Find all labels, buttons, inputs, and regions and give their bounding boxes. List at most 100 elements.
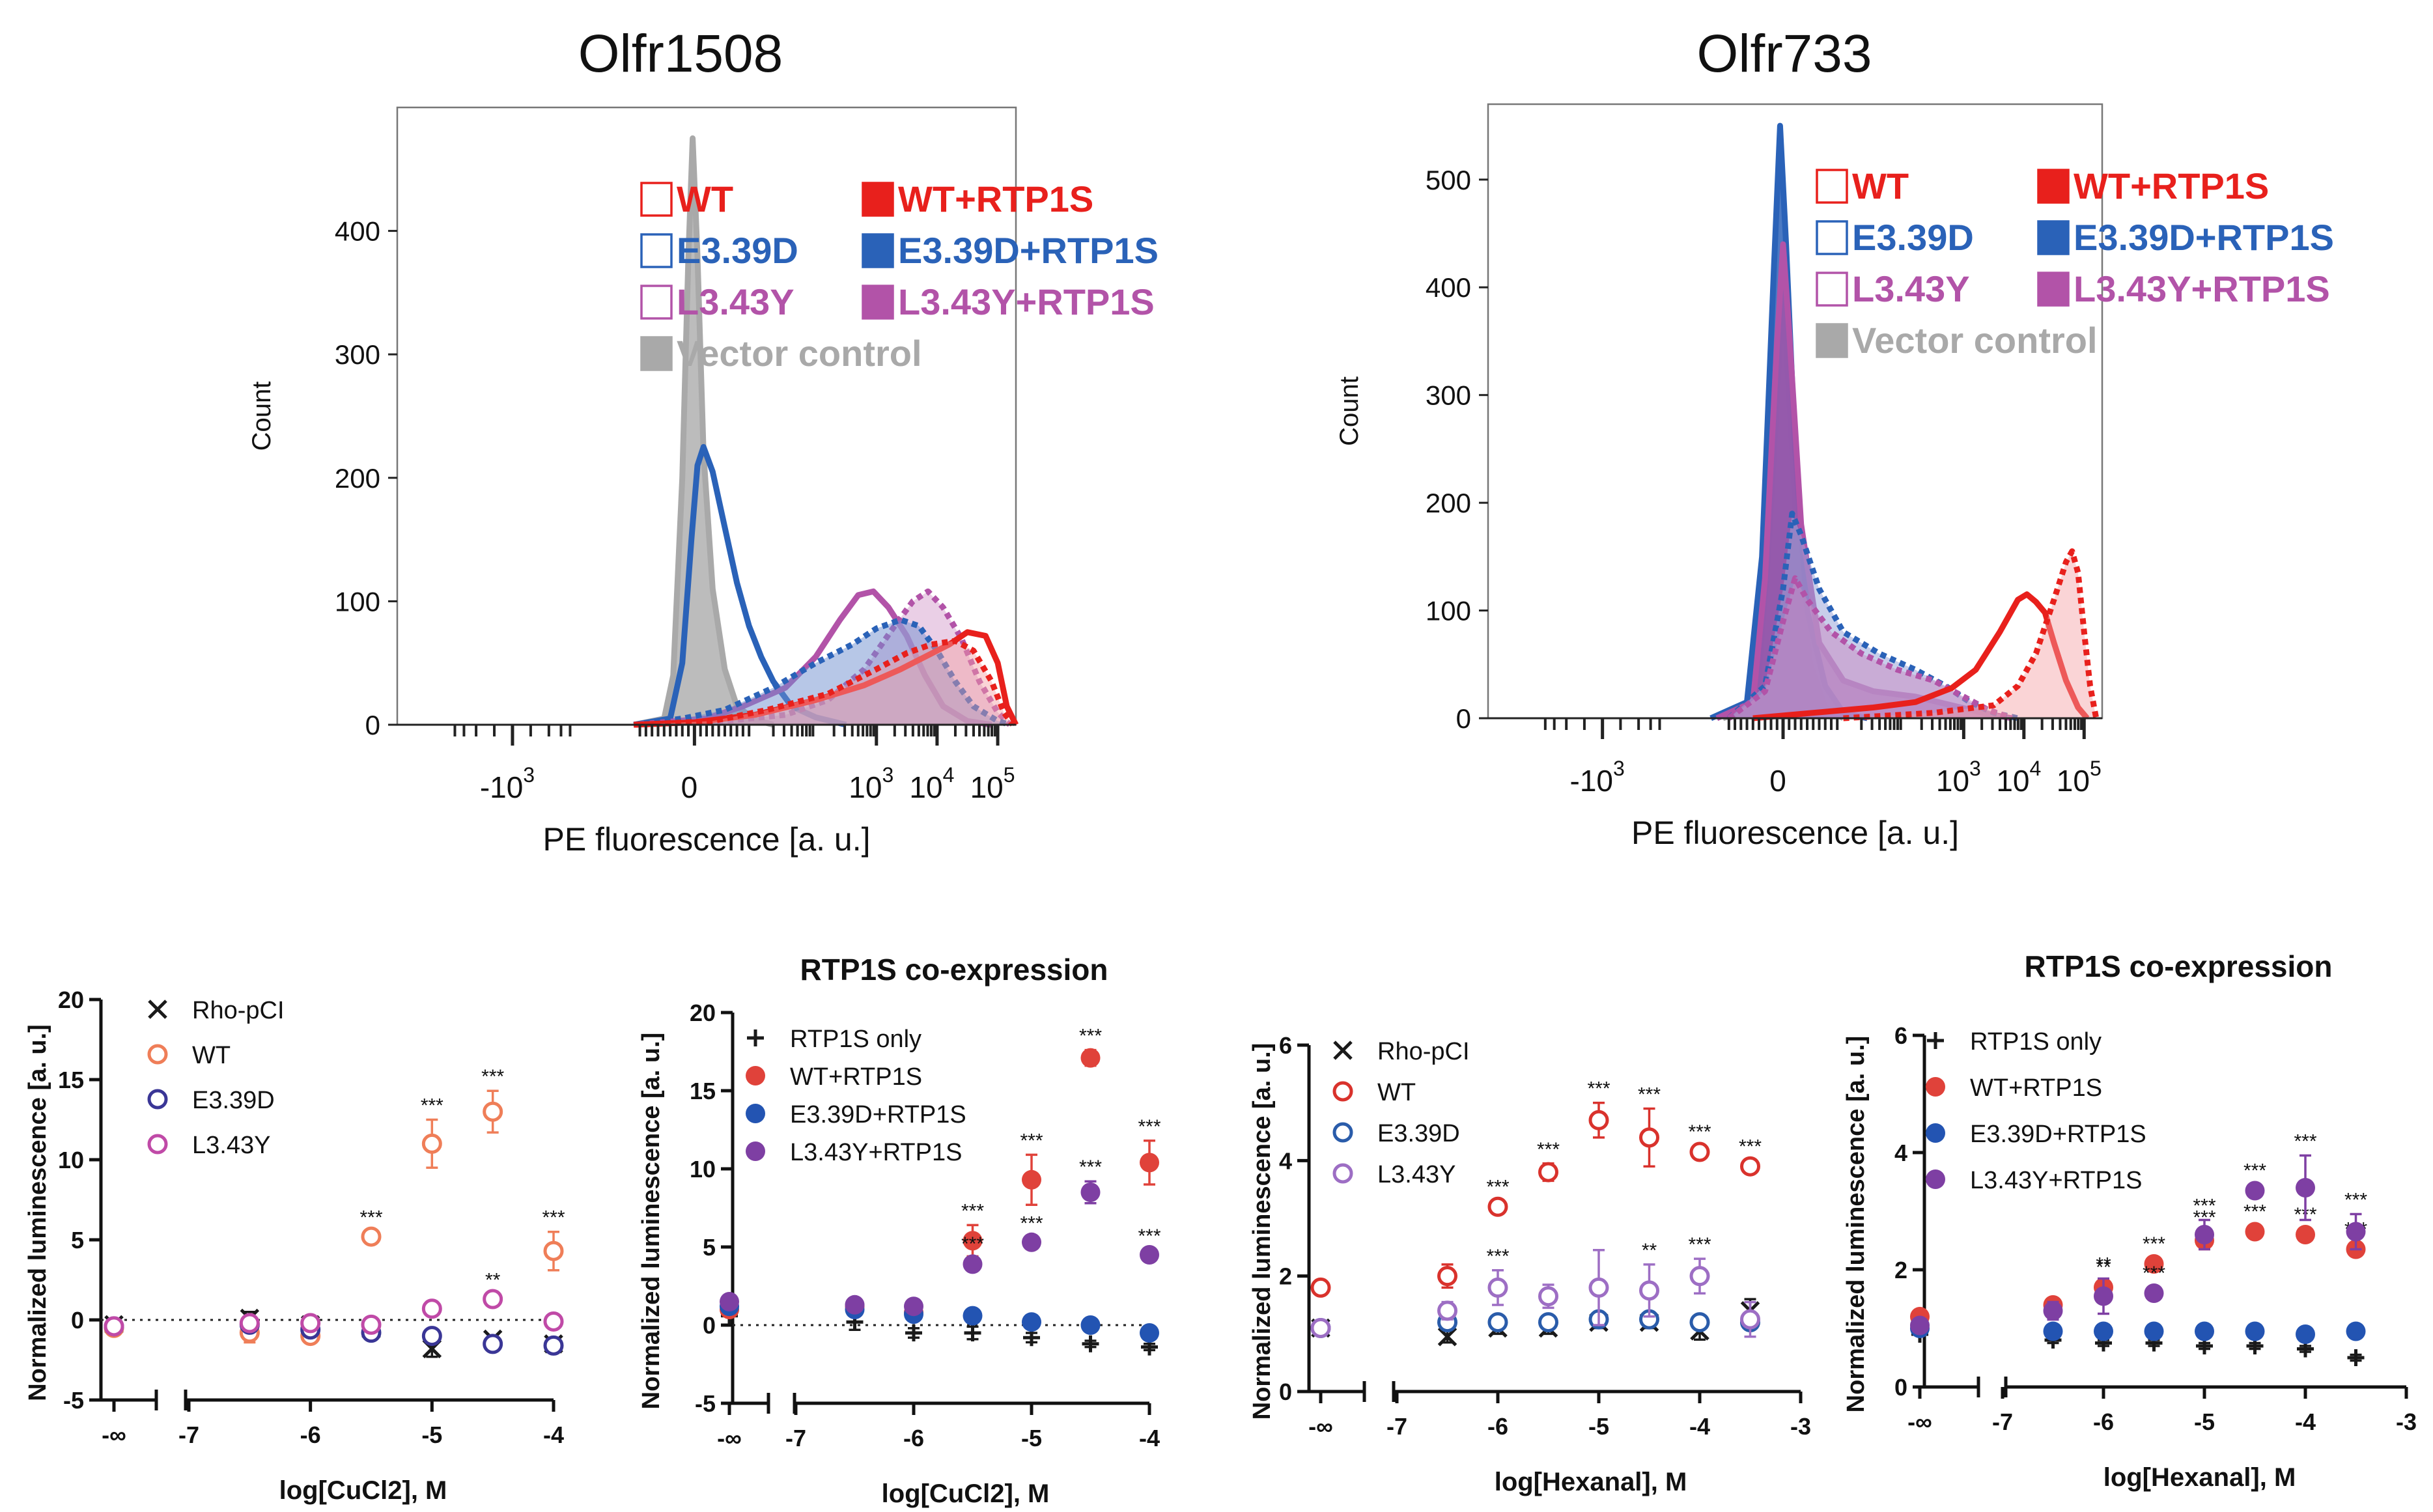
significance-label: *** — [2243, 1160, 2266, 1182]
series-line — [1752, 591, 2090, 721]
y-tick-label: 2 — [1894, 1257, 1907, 1283]
significance-label: *** — [421, 1095, 443, 1117]
marker-filled-circle — [1926, 1077, 1945, 1097]
marker-open-circle — [543, 1240, 564, 1261]
x-tick-label: 105 — [970, 763, 1015, 804]
marker-filled-circle — [2195, 1321, 2214, 1341]
y-tick-label: 100 — [1426, 596, 1471, 626]
marker-filled-circle — [2296, 1178, 2315, 1197]
significance-label: *** — [2143, 1263, 2165, 1284]
x-tick-label: -6 — [903, 1425, 924, 1451]
x-tick-label: -6 — [2093, 1408, 2114, 1435]
series-line — [634, 629, 1019, 728]
y-tick-label: 6 — [1279, 1032, 1292, 1059]
x-tick-label: -∞ — [717, 1425, 742, 1451]
marker-open-circle — [1740, 1156, 1760, 1177]
marker-filled-circle — [845, 1295, 865, 1315]
y-axis-label: Normalized luminescence [a. u.] — [24, 1024, 51, 1401]
marker-open-circle — [543, 1335, 564, 1356]
y-tick-label: 6 — [1894, 1022, 1907, 1049]
marker-open-circle — [483, 1289, 503, 1309]
y-tick-label: 4 — [1279, 1147, 1292, 1174]
y-tick-label: 0 — [1894, 1374, 1907, 1401]
y-tick-label: 400 — [335, 216, 380, 247]
marker-filled-circle — [2043, 1321, 2063, 1341]
x-tick-exponent: 3 — [882, 763, 893, 787]
y-tick-label: 200 — [335, 463, 380, 494]
x-tick-exponent: 3 — [523, 763, 535, 787]
marker-open-circle — [1538, 1162, 1558, 1183]
legend-swatch — [640, 336, 673, 371]
marker-filled-circle — [963, 1306, 983, 1326]
x-axis-label: log[Hexanal], M — [1495, 1468, 1687, 1496]
y-tick-label: 0 — [71, 1307, 84, 1334]
legend-label: WT+RTP1S — [790, 1063, 922, 1091]
y-axis-label: Normalized luminescence [a. u.] — [1842, 1036, 1870, 1413]
significance-label: *** — [542, 1207, 565, 1229]
legend-label: WT+RTP1S — [2074, 165, 2269, 206]
marker-filled-circle — [2043, 1301, 2063, 1321]
marker-filled-circle — [2245, 1321, 2265, 1341]
y-axis-label: Normalized luminescence [a. u.] — [638, 1033, 665, 1410]
chart-title: Olfr1508 — [578, 24, 783, 83]
marker-filled-circle — [720, 1292, 739, 1311]
marker-filled-circle — [1910, 1315, 1930, 1336]
x-axis-label: PE fluorescence [a. u.] — [1631, 815, 1959, 851]
y-tick-label: 5 — [71, 1227, 84, 1253]
x-tick-label: 103 — [849, 763, 893, 804]
marker-open-circle — [300, 1313, 321, 1334]
y-tick-label: 20 — [690, 1000, 716, 1026]
marker-open-circle — [239, 1313, 260, 1334]
significance-label: *** — [1138, 1225, 1160, 1247]
x-tick-label: -7 — [1386, 1413, 1407, 1440]
y-tick-label: 15 — [690, 1078, 716, 1104]
significance-label: ** — [2096, 1254, 2111, 1276]
marker-open-circle — [483, 1334, 503, 1354]
significance-label: *** — [1138, 1116, 1160, 1138]
x-axis-label: log[CuCl2], M — [279, 1476, 447, 1505]
x-tick-label: -5 — [2194, 1408, 2215, 1435]
marker-filled-circle — [1080, 1183, 1101, 1202]
x-tick-exponent: 3 — [1969, 757, 1981, 780]
x-tick-label: 0 — [681, 770, 698, 804]
marker-filled-circle — [1926, 1123, 1945, 1143]
y-tick-label: 300 — [1426, 380, 1471, 411]
legend-label: Rho-pCI — [1377, 1038, 1470, 1065]
legend-label: WT+RTP1S — [898, 178, 1093, 219]
chart-title: RTP1S co-expression — [800, 953, 1108, 987]
significance-label: *** — [1587, 1078, 1610, 1100]
x-tick-exponent: 4 — [2030, 757, 2042, 780]
y-tick-label: 2 — [1279, 1263, 1292, 1290]
significance-label: *** — [1079, 1026, 1102, 1047]
legend-label: WT — [192, 1042, 231, 1069]
marker-open-circle — [1639, 1280, 1659, 1301]
marker-open-circle — [361, 1314, 382, 1335]
marker-open-circle — [1689, 1266, 1710, 1287]
marker-plus — [1023, 1329, 1040, 1347]
x-tick-label: -103 — [480, 763, 535, 804]
marker-open-circle — [421, 1326, 442, 1347]
marker-filled-circle — [2346, 1321, 2366, 1341]
significance-label: *** — [1020, 1213, 1043, 1235]
legend-label: L3.43Y — [1377, 1161, 1456, 1188]
legend-label: E3.39D+RTP1S — [898, 230, 1159, 271]
y-tick-label: 5 — [703, 1234, 716, 1261]
x-tick-label: -4 — [1689, 1413, 1710, 1440]
x-tick-label: 104 — [1996, 757, 2041, 798]
legend-swatch — [1816, 323, 1848, 358]
y-tick-label: 500 — [1426, 165, 1471, 195]
marker-filled-circle — [1140, 1153, 1159, 1173]
marker-open-circle — [147, 1044, 168, 1065]
significance-label: *** — [1079, 1156, 1102, 1178]
marker-x — [1437, 1327, 1457, 1347]
marker-filled-circle — [1140, 1245, 1159, 1265]
marker-open-circle — [421, 1298, 442, 1319]
legend-swatch — [640, 285, 673, 320]
marker-open-circle — [147, 1134, 168, 1155]
x-tick-label: -4 — [1139, 1425, 1160, 1451]
y-tick-label: -5 — [63, 1387, 84, 1414]
y-tick-label: 10 — [58, 1147, 84, 1173]
y-tick-label: 200 — [1426, 488, 1471, 518]
marker-open-circle — [1437, 1266, 1457, 1287]
legend-swatch — [640, 182, 673, 217]
